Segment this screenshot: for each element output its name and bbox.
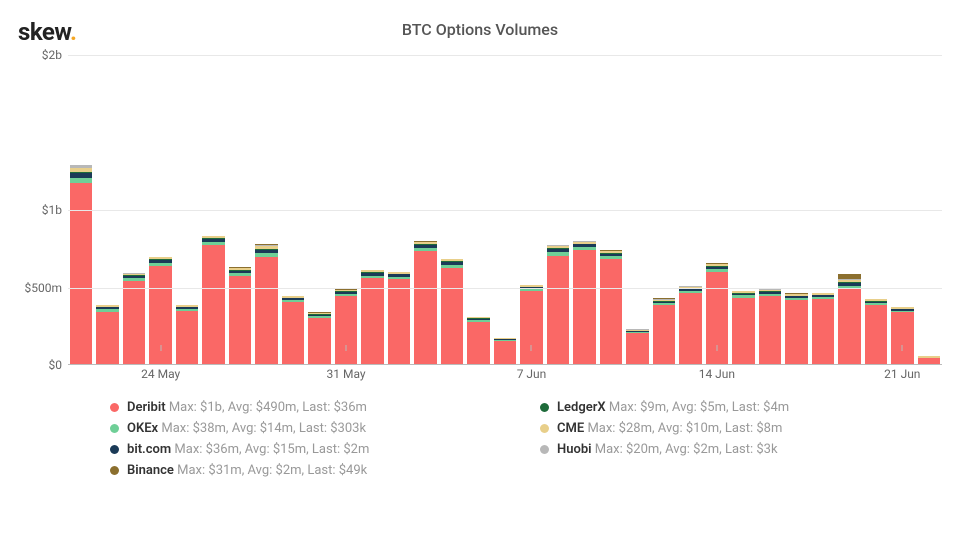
legend-stats: Max: $38m, Avg: $14m, Last: $303k	[161, 421, 366, 436]
bar-segment-deribit	[732, 298, 754, 364]
bar-segment-deribit	[282, 302, 304, 364]
legend-item-bitcom[interactable]: bit.com Max: $36m, Avg: $15m, Last: $2m	[110, 442, 500, 457]
legend-stats: Max: $1b, Avg: $490m, Last: $36m	[169, 400, 367, 415]
legend-text: Deribit Max: $1b, Avg: $490m, Last: $36m	[127, 400, 367, 415]
bar-segment-deribit	[494, 341, 516, 364]
legend-item-ledgerx[interactable]: LedgerX Max: $9m, Avg: $5m, Last: $4m	[540, 400, 930, 415]
legend-swatch	[110, 424, 119, 433]
x-axis: 24 May 31 May 7 Jun 14 Jun 21 Jun	[68, 365, 942, 385]
bar-segment-deribit	[202, 245, 224, 364]
bar-segment-deribit	[600, 259, 622, 364]
legend-item-binance[interactable]: Binance Max: $31m, Avg: $2m, Last: $49k	[110, 463, 500, 478]
x-tick-label: 7 Jun	[517, 367, 547, 381]
x-tick-label: 31 May	[327, 367, 366, 381]
gridline	[68, 210, 942, 211]
legend-name: Deribit	[127, 400, 169, 415]
legend: Deribit Max: $1b, Avg: $490m, Last: $36m…	[110, 400, 930, 478]
legend-item-deribit[interactable]: Deribit Max: $1b, Avg: $490m, Last: $36m	[110, 400, 500, 415]
gridline	[68, 55, 942, 56]
bar-segment-deribit	[759, 296, 781, 364]
chart-area: $0$500m$1b$2b 24 May31 May7 Jun14 Jun21 …	[14, 55, 942, 385]
gridline	[68, 288, 942, 289]
bar-segment-deribit	[255, 257, 277, 364]
bar-segment-deribit	[441, 268, 463, 364]
legend-name: bit.com	[127, 442, 174, 457]
legend-swatch	[110, 445, 119, 454]
bar-segment-deribit	[414, 251, 436, 364]
bar-segment-deribit	[573, 250, 595, 364]
legend-swatch	[110, 403, 119, 412]
x-tick-label: 14 Jun	[699, 367, 735, 381]
x-tick-label: 24 May	[141, 367, 180, 381]
bar-segment-deribit	[96, 312, 118, 364]
legend-item-cme[interactable]: CME Max: $28m, Avg: $10m, Last: $8m	[540, 421, 930, 436]
y-tick-label: $500m	[25, 281, 63, 295]
bar-segment-deribit	[176, 311, 198, 364]
legend-item-okex[interactable]: OKEx Max: $38m, Avg: $14m, Last: $303k	[110, 421, 500, 436]
legend-text: Huobi Max: $20m, Avg: $2m, Last: $3k	[557, 442, 778, 457]
legend-swatch	[540, 403, 549, 412]
legend-name: Binance	[127, 463, 177, 478]
legend-stats: Max: $31m, Avg: $2m, Last: $49k	[177, 463, 367, 478]
bar-segment-deribit	[653, 305, 675, 364]
x-tick-mark	[716, 345, 717, 351]
bar-segment-deribit	[547, 256, 569, 364]
legend-name: LedgerX	[557, 400, 609, 415]
bar-segment-deribit	[520, 291, 542, 364]
legend-item-huobi[interactable]: Huobi Max: $20m, Avg: $2m, Last: $3k	[540, 442, 930, 457]
legend-swatch	[110, 466, 119, 475]
bar-segment-deribit	[812, 299, 834, 364]
legend-text: LedgerX Max: $9m, Avg: $5m, Last: $4m	[557, 400, 789, 415]
bar-segment-deribit	[123, 281, 145, 364]
legend-stats: Max: $36m, Avg: $15m, Last: $2m	[174, 442, 369, 457]
legend-text: bit.com Max: $36m, Avg: $15m, Last: $2m	[127, 442, 369, 457]
legend-stats: Max: $20m, Avg: $2m, Last: $3k	[595, 442, 778, 457]
legend-text: Binance Max: $31m, Avg: $2m, Last: $49k	[127, 463, 367, 478]
x-tick-mark	[902, 345, 903, 351]
y-tick-label: $1b	[42, 203, 62, 217]
bar-segment-deribit	[838, 288, 860, 364]
legend-name: OKEx	[127, 421, 161, 436]
bar-segment-deribit	[785, 300, 807, 364]
chart-title: BTC Options Volumes	[0, 20, 960, 39]
legend-text: OKEx Max: $38m, Avg: $14m, Last: $303k	[127, 421, 366, 436]
legend-swatch	[540, 424, 549, 433]
x-tick-label: 21 Jun	[884, 367, 920, 381]
bar-segment-deribit	[679, 293, 701, 364]
bar-segment-deribit	[229, 276, 251, 364]
x-tick-mark	[531, 345, 532, 351]
legend-name: Huobi	[557, 442, 595, 457]
bar-segment-deribit	[918, 358, 940, 364]
bar-segment-deribit	[891, 312, 913, 364]
bar-segment-deribit	[335, 296, 357, 364]
bar-segment-deribit	[467, 322, 489, 364]
bar-segment-deribit	[865, 305, 887, 364]
legend-name: CME	[557, 421, 587, 436]
y-tick-label: $2b	[42, 48, 62, 62]
legend-stats: Max: $28m, Avg: $10m, Last: $8m	[587, 421, 782, 436]
legend-swatch	[540, 445, 549, 454]
legend-stats: Max: $9m, Avg: $5m, Last: $4m	[609, 400, 789, 415]
legend-text: CME Max: $28m, Avg: $10m, Last: $8m	[557, 421, 782, 436]
bar-segment-deribit	[361, 278, 383, 364]
y-axis: $0$500m$1b$2b	[14, 55, 68, 365]
bar-segment-deribit	[626, 333, 648, 364]
x-tick-mark	[160, 345, 161, 351]
bar-segment-deribit	[388, 279, 410, 364]
y-tick-label: $0	[49, 358, 63, 372]
x-tick-mark	[346, 345, 347, 351]
bar-segment-deribit	[308, 318, 330, 364]
